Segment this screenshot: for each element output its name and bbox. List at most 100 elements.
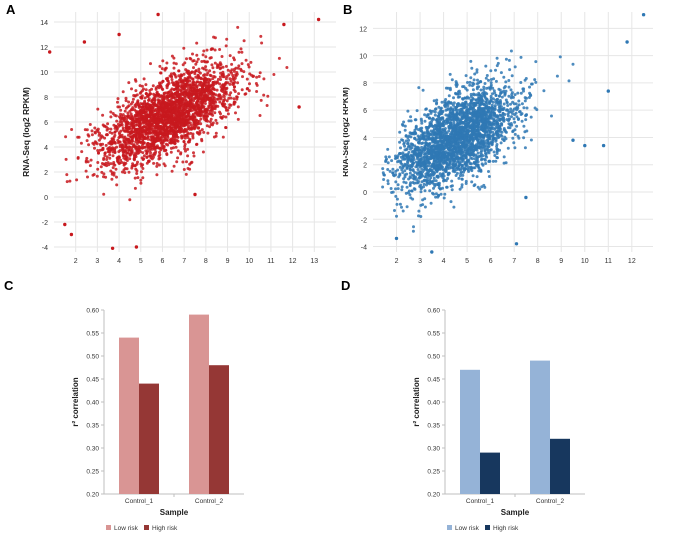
- scatter-point: [459, 167, 463, 171]
- scatter-point: [105, 133, 109, 137]
- y-tick-label: 4: [44, 145, 48, 152]
- scatter-point: [430, 133, 434, 137]
- scatter-point: [487, 144, 491, 148]
- scatter-point: [219, 71, 223, 75]
- scatter-point: [262, 77, 266, 81]
- scatter-point: [533, 78, 537, 82]
- scatter-point: [235, 97, 239, 101]
- scatter-point: [510, 115, 513, 119]
- scatter-point: [506, 126, 510, 130]
- scatter-point: [134, 89, 138, 93]
- scatter-point: [179, 151, 183, 155]
- scatter-point: [192, 59, 196, 63]
- x-tick-label: 6: [161, 258, 165, 265]
- scatter-point: [200, 99, 204, 103]
- scatter-point: [522, 87, 526, 91]
- scatter-point: [182, 168, 186, 171]
- scatter-point: [474, 98, 478, 102]
- scatter-point: [452, 120, 456, 124]
- scatter-point: [259, 34, 263, 38]
- scatter-point: [174, 82, 178, 86]
- scatter-point: [174, 145, 178, 149]
- scatter-point: [211, 98, 215, 102]
- scatter-point: [408, 171, 412, 175]
- scatter-point: [229, 79, 233, 83]
- scatter-point: [206, 60, 209, 64]
- scatter-point: [153, 108, 157, 112]
- scatter-point: [181, 97, 185, 101]
- scatter-point: [195, 41, 199, 45]
- scatter-point: [257, 75, 261, 78]
- scatter-point: [175, 160, 179, 164]
- scatter-point: [508, 68, 512, 72]
- scatter-point: [489, 130, 492, 134]
- scatter-point: [182, 72, 186, 76]
- scatter-point: [151, 84, 155, 88]
- scatter-point: [495, 56, 499, 60]
- scatter-point: [134, 131, 138, 135]
- scatter-point: [160, 135, 164, 139]
- scatter-point: [186, 127, 190, 130]
- scatter-point: [202, 130, 206, 134]
- y-tick-label: -2: [42, 220, 48, 227]
- scatter-point: [461, 150, 465, 154]
- scatter-point: [103, 151, 107, 155]
- scatter-point: [115, 183, 119, 187]
- scatter-point: [177, 74, 181, 78]
- scatter-point: [162, 162, 166, 166]
- scatter-point: [132, 94, 136, 97]
- scatter-point: [316, 17, 321, 22]
- scatter-point: [443, 142, 447, 146]
- scatter-point: [130, 114, 134, 118]
- scatter-point: [107, 148, 111, 152]
- scatter-point: [193, 97, 197, 101]
- scatter-point: [394, 180, 398, 184]
- scatter-point: [542, 89, 546, 93]
- scatter-point: [525, 129, 529, 133]
- scatter-point: [138, 146, 142, 150]
- scatter-point: [95, 174, 99, 178]
- scatter-point: [154, 146, 158, 150]
- scatter-point: [488, 159, 492, 163]
- scatter-point: [512, 141, 516, 145]
- x-tick-label: 11: [605, 258, 612, 265]
- scatter-point: [180, 118, 184, 122]
- scatter-point: [237, 50, 241, 54]
- scatter-point: [516, 134, 520, 138]
- scatter-point: [141, 158, 145, 161]
- scatter-point: [187, 112, 191, 116]
- scatter-point: [166, 79, 170, 83]
- scatter-point: [493, 107, 497, 111]
- scatter-point: [219, 115, 223, 119]
- scatter-point: [187, 72, 191, 76]
- scatter-point: [449, 200, 453, 204]
- x-tick-label: 7: [512, 258, 516, 265]
- scatter-point: [482, 110, 486, 114]
- scatter-point: [420, 129, 424, 133]
- scatter-point: [146, 141, 150, 145]
- scatter-point: [112, 161, 116, 164]
- scatter-point: [485, 144, 488, 148]
- scatter-point: [498, 94, 502, 98]
- scatter-point: [457, 108, 461, 112]
- scatter-point: [449, 132, 452, 136]
- scatter-point: [233, 76, 237, 80]
- scatter-point: [137, 148, 141, 152]
- scatter-point: [393, 157, 397, 160]
- y-tick-label: 10: [40, 70, 48, 77]
- scatter-point: [451, 123, 455, 127]
- scatter-point: [412, 225, 415, 229]
- scatter-point: [142, 77, 146, 81]
- scatter-point: [481, 146, 485, 150]
- scatter-point: [509, 107, 513, 111]
- scatter-point: [407, 177, 411, 181]
- scatter-point: [185, 160, 188, 164]
- scatter-point: [193, 70, 197, 74]
- scatter-point: [260, 41, 264, 45]
- scatter-point: [185, 109, 189, 113]
- scatter-point: [504, 89, 508, 93]
- scatter-point: [464, 74, 468, 78]
- scatter-point: [423, 119, 427, 123]
- y-tick-label: 8: [363, 81, 367, 88]
- scatter-point: [265, 104, 269, 107]
